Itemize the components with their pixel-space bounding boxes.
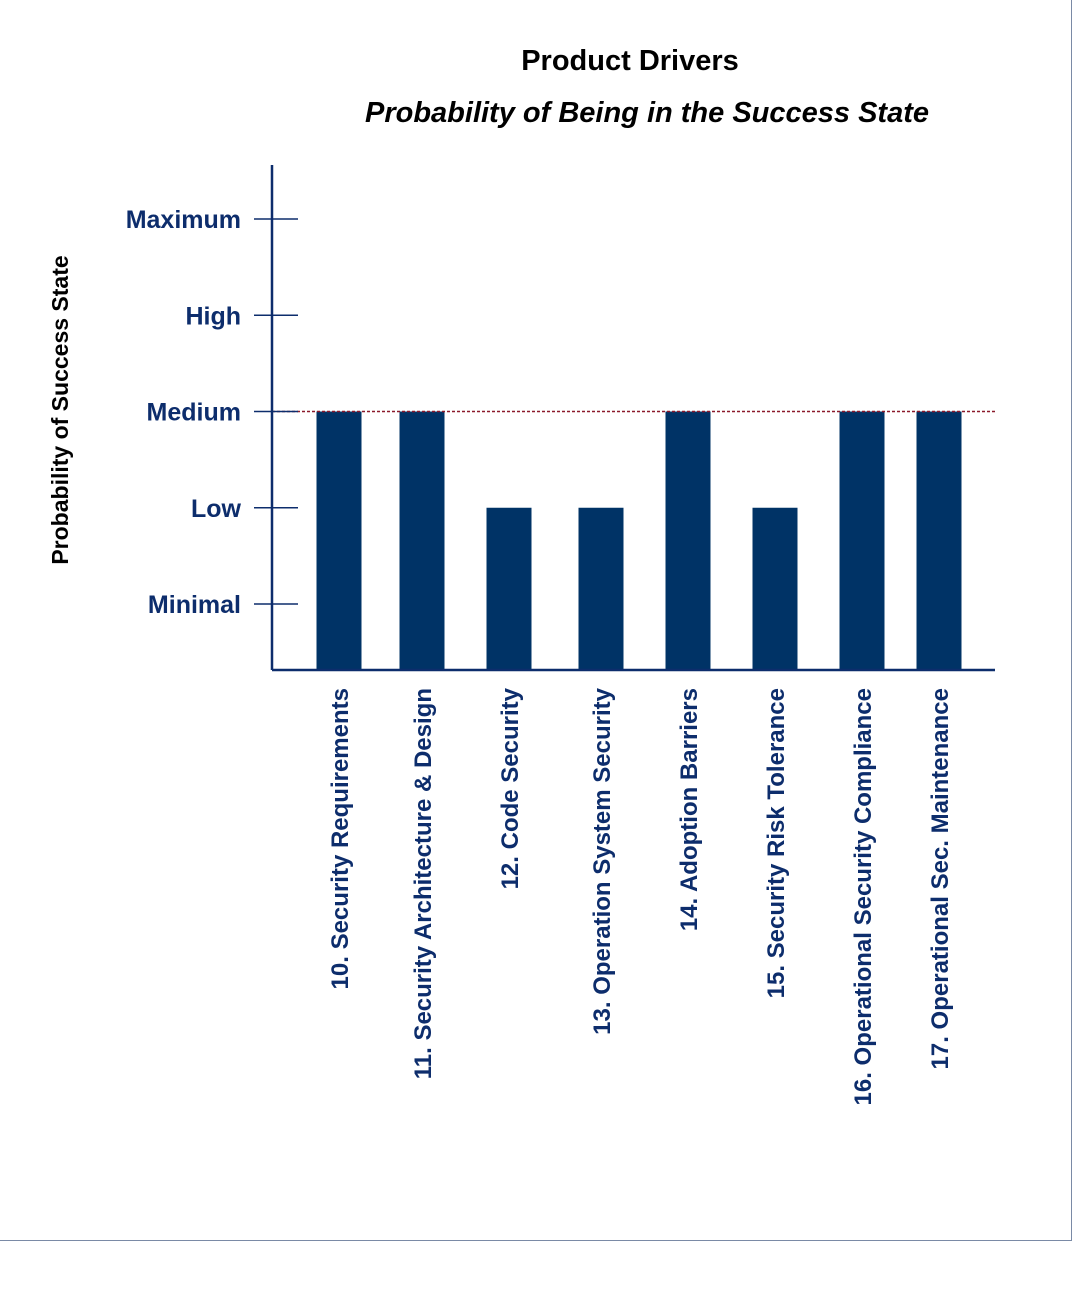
bar-3: [486, 507, 532, 670]
bar-6: [752, 507, 798, 670]
chart-subtitle: Probability of Being in the Success Stat…: [365, 97, 929, 129]
x-tick-label-4: 13. Operation System Security: [589, 687, 616, 1034]
x-tick-label-3: 12. Code Security: [497, 687, 524, 889]
bar-7: [839, 411, 885, 670]
chart-frame: [0, 0, 1072, 1241]
y-axis-label: Probability of Success State: [47, 255, 73, 564]
bar-1: [316, 411, 362, 670]
y-tick-label-1: Minimal: [148, 591, 241, 619]
bar-2: [399, 411, 445, 670]
x-tick-label-7: 16. Operational Security Compliance: [850, 688, 877, 1105]
chart-title: Product Drivers: [521, 45, 739, 77]
x-tick-label-5: 14. Adoption Barriers: [676, 688, 703, 931]
y-tick-label-3: Medium: [147, 399, 241, 427]
bar-5: [665, 411, 711, 670]
x-tick-label-6: 15. Security Risk Tolerance: [763, 688, 790, 998]
x-tick-label-1: 10. Security Requirements: [327, 688, 354, 989]
x-tick-label-8: 17. Operational Sec. Maintenance: [927, 688, 954, 1069]
bar-8: [916, 411, 962, 670]
y-tick-label-5: Maximum: [126, 206, 241, 234]
y-tick-label-2: Low: [191, 495, 242, 523]
x-tick-label-2: 11. Security Architecture & Design: [410, 688, 437, 1079]
plot-area: Minimal Low Medium High Maximum 10. Security …: [126, 165, 995, 1105]
y-tick-label-4: High: [185, 302, 241, 330]
bar-4: [578, 507, 624, 670]
